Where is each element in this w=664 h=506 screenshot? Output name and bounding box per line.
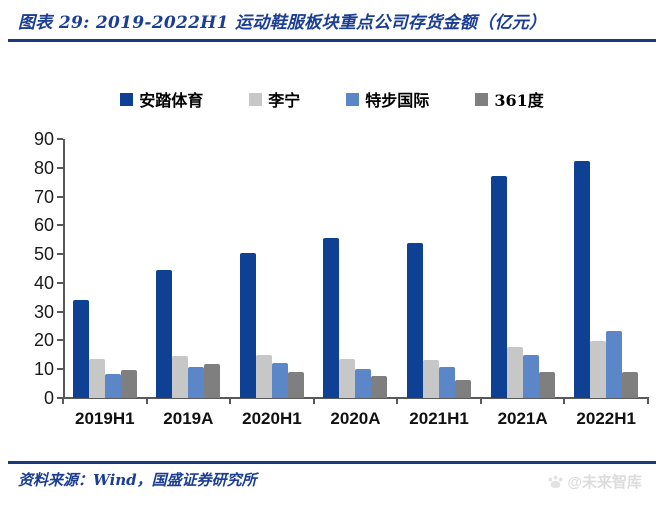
watermark: @未来智库	[547, 471, 642, 492]
legend-label: 361度	[494, 91, 544, 110]
y-tick	[57, 224, 63, 227]
bar	[506, 346, 523, 398]
bar	[156, 269, 173, 398]
y-axis-label: 0	[43, 388, 54, 408]
bar	[339, 358, 356, 398]
x-tick	[145, 399, 148, 404]
x-axis-label: 2020H1	[242, 409, 302, 428]
legend-label: 李宁	[268, 91, 301, 110]
x-tick	[229, 399, 232, 404]
x-tick	[479, 399, 482, 404]
legend-item: 安踏体育	[120, 87, 203, 111]
y-tick	[57, 253, 63, 256]
bar	[323, 238, 340, 398]
x-tick	[563, 399, 566, 404]
legend-label: 特步国际	[365, 91, 430, 110]
bar-group	[397, 139, 481, 398]
y-axis-line	[63, 139, 65, 398]
bar	[204, 363, 221, 398]
legend-swatch	[249, 92, 263, 106]
bar-group	[314, 139, 398, 398]
bar	[239, 252, 256, 398]
paw-icon	[548, 475, 563, 489]
x-tick	[396, 399, 399, 404]
bar-group	[564, 139, 648, 398]
bar-group	[147, 139, 231, 398]
legend-item: 李宁	[249, 87, 300, 111]
bar	[104, 374, 121, 398]
x-tick	[312, 399, 315, 404]
y-tick	[57, 281, 63, 284]
bar-group	[481, 139, 565, 398]
bar	[538, 372, 555, 398]
chart-legend: 安踏体育 李宁 特步国际 361度	[0, 86, 664, 112]
bar	[439, 366, 456, 398]
x-axis-label: 2019A	[163, 409, 214, 428]
y-axis-label: 90	[33, 129, 54, 149]
bar	[188, 366, 205, 398]
bar	[423, 360, 440, 398]
x-tick	[647, 399, 649, 404]
y-tick	[57, 166, 63, 169]
bar	[271, 362, 288, 398]
bar	[355, 369, 372, 398]
legend-swatch	[346, 92, 360, 106]
x-axis-label: 2020A	[330, 409, 381, 428]
y-axis-label: 60	[33, 215, 54, 236]
bar	[490, 176, 507, 398]
y-tick	[57, 368, 63, 371]
bar	[522, 354, 539, 398]
y-axis-label: 70	[33, 186, 54, 207]
bar	[88, 359, 105, 398]
x-axis-line	[63, 397, 649, 399]
bar	[606, 330, 623, 398]
y-tick	[57, 138, 63, 140]
bar	[407, 242, 424, 398]
y-axis-label: 40	[33, 272, 54, 293]
source-note: 资料来源：Wind，国盛证券研究所	[18, 471, 257, 489]
y-axis-label: 80	[33, 157, 54, 178]
bar-group	[63, 139, 147, 398]
bar	[590, 341, 607, 398]
legend-swatch	[475, 92, 489, 106]
y-tick	[57, 195, 63, 198]
legend-item: 361度	[475, 87, 544, 111]
x-axis-label: 2021H1	[409, 409, 469, 428]
y-axis-label: 50	[33, 244, 54, 265]
legend-item: 特步国际	[346, 87, 429, 111]
y-tick	[57, 397, 63, 399]
bar	[455, 379, 472, 398]
y-axis-label: 10	[33, 359, 54, 380]
bar	[371, 376, 388, 398]
bar-group	[230, 139, 314, 398]
bar	[255, 354, 272, 398]
bar	[287, 372, 304, 398]
footer-divider	[8, 461, 656, 464]
y-axis-label: 20	[33, 330, 54, 351]
watermark-text: @未来智库	[567, 474, 642, 491]
figure-title: 图表 29: 2019-2022H1 运动鞋服板块重点公司存货金额（亿元）	[18, 13, 547, 33]
y-tick	[57, 339, 63, 342]
legend-label: 安踏体育	[139, 91, 204, 110]
title-divider	[8, 39, 656, 42]
x-axis-label: 2022H1	[576, 409, 636, 428]
bar	[172, 356, 189, 398]
legend-swatch	[120, 92, 134, 106]
x-axis-label: 2019H1	[75, 409, 135, 428]
y-axis-label: 30	[33, 301, 54, 322]
x-axis-label: 2021A	[497, 409, 548, 428]
bar	[622, 371, 639, 398]
x-tick	[62, 399, 64, 404]
y-tick	[57, 310, 63, 313]
bar	[72, 300, 89, 398]
bar	[574, 160, 591, 398]
bar	[120, 370, 137, 398]
